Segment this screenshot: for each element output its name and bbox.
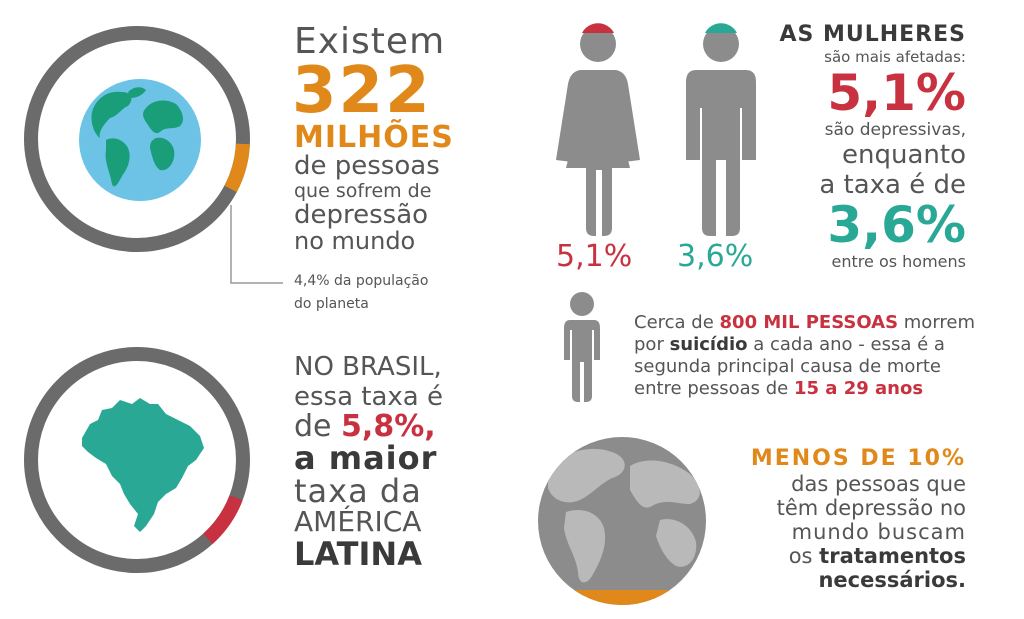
world-millions: MILHÕES	[294, 120, 454, 155]
brazil-line-4: a maior	[294, 439, 438, 477]
treatment-line-6: necessários.	[818, 568, 966, 592]
woman-rate-label: 5,1%	[556, 239, 633, 274]
brazil-rate: 5,8%,	[341, 409, 436, 444]
suicide-age-range: 15 a 29 anos	[793, 378, 924, 399]
treatment-line-5: os tratamentos	[789, 544, 966, 568]
women-rate: 5,1%	[827, 64, 966, 122]
suicide-line-4-a: entre pessoas de	[634, 378, 794, 399]
treatment-word: tratamentos	[819, 544, 966, 568]
suicide-line-1-c: morrem	[898, 312, 976, 333]
world-number: 322	[292, 54, 432, 128]
brazil-line-3: de 5,8%,	[294, 410, 436, 444]
world-ring-track	[24, 26, 250, 252]
treatment-heading: MENOS DE 10%	[750, 446, 966, 471]
brazil-ring-highlight	[203, 494, 243, 545]
suicide-line-3: segunda principal causa de morte	[634, 356, 941, 377]
brazil-line-1: NO BRASIL,	[294, 352, 442, 382]
women-heading: AS MULHERES	[779, 22, 966, 47]
man-rate-label: 3,6%	[677, 239, 754, 274]
brazil-line-5: taxa da	[294, 472, 422, 510]
suicide-line-2-a: por	[634, 334, 670, 355]
world-line-7: no mundo	[294, 227, 416, 255]
men-line-8: entre os homens	[831, 252, 966, 271]
suicide-deaths: 800 MIL PESSOAS	[719, 312, 899, 333]
suicide-line-2: por suicídio a cada ano - essa é a	[634, 334, 945, 356]
suicide-word: suicídio	[669, 334, 748, 355]
brazil-line-3-prefix: de	[294, 409, 342, 444]
world-note-connector	[230, 205, 283, 284]
brazil-line-6: AMÉRICA	[294, 505, 422, 538]
men-rate: 3,6%	[827, 196, 966, 254]
world-ring-highlight	[224, 143, 250, 193]
world-line-6: depressão	[294, 200, 429, 230]
world-line-4: de pessoas	[294, 151, 440, 181]
globe-bottom-highlight	[538, 590, 706, 605]
treatment-line-5-a: os	[788, 544, 820, 568]
women-line-4: são depressivas,	[824, 120, 966, 140]
suicide-line-1-a: Cerca de	[634, 312, 720, 333]
women-line-5: enquanto	[842, 140, 966, 170]
brazil-line-2: essa taxa é	[294, 382, 443, 412]
suicide-line-4: entre pessoas de 15 a 29 anos	[634, 378, 923, 400]
treatment-line-2: das pessoas que	[791, 472, 966, 496]
world-note-line-1: 4,4% da população	[294, 273, 429, 289]
brazil-ring-track	[24, 347, 250, 573]
suicide-line-1: Cerca de 800 MIL PESSOAS morrem	[634, 312, 975, 334]
women-line-6: a taxa é de	[819, 170, 966, 200]
treatment-line-4: mundo buscam	[791, 520, 966, 544]
brazil-line-7: LATINA	[294, 535, 422, 573]
world-note-line-2: do planeta	[294, 296, 369, 312]
suicide-line-2-c: a cada ano - essa é a	[747, 334, 945, 355]
treatment-line-3: têm depressão no	[776, 496, 966, 520]
world-intro-text: Existem	[294, 21, 446, 62]
women-line-2: são mais afetadas:	[824, 48, 966, 66]
world-line-5: que sofrem de	[294, 180, 432, 202]
